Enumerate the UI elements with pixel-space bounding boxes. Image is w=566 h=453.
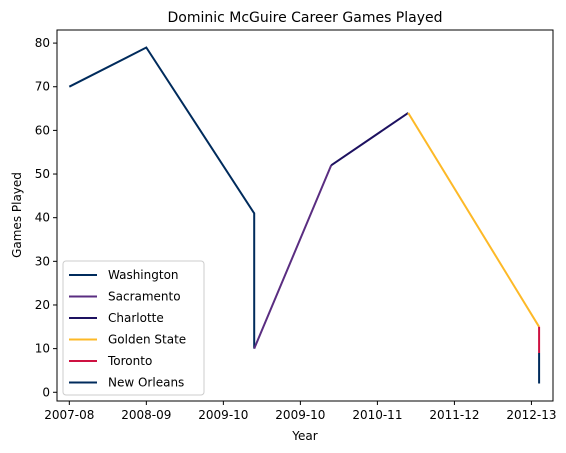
x-tick-label: 2011-12 [429,408,479,422]
legend-label: Charlotte [108,311,164,325]
legend-label: Toronto [107,354,152,368]
y-tick-label: 80 [35,36,50,50]
legend: Washington Sacramento Charlotte Golden Stat… [62,260,205,396]
y-axis: 0 10 20 30 40 50 60 70 80 [35,36,57,399]
x-tick-label: 2008-09 [121,408,171,422]
y-axis-label: Games Played [10,172,24,258]
y-tick-label: 10 [35,342,50,356]
x-tick-label: 2007-08 [44,408,94,422]
series-line-sacramento [253,164,333,349]
series-line-charlotte [330,112,409,167]
x-tick-label: 2009-10 [275,408,325,422]
plot-lines [68,46,541,384]
y-tick-label: 20 [35,298,50,312]
x-tick-label: 2012-13 [506,408,556,422]
x-axis-label: Year [291,429,317,443]
legend-label: Sacramento [108,290,181,304]
y-tick-label: 30 [35,254,50,268]
y-tick-label: 50 [35,167,50,181]
series-line-washington [68,46,256,349]
x-axis: 2007-08 2008-09 2009-10 2009-10 2010-11 2011-… [44,401,557,422]
y-tick-label: 70 [35,80,50,94]
legend-label: New Orleans [108,376,184,390]
legend-label: Washington [108,268,179,282]
chart-title: Dominic McGuire Career Games Played [167,10,442,26]
x-tick-label: 2010-11 [352,408,402,422]
plot-frame [56,29,554,402]
series-line-golden-state [407,112,540,328]
x-tick-label: 2009-10 [198,408,248,422]
legend-box [62,260,205,396]
y-tick-label: 40 [35,211,50,225]
legend-label: Golden State [108,333,186,347]
y-tick-label: 60 [35,123,50,137]
y-tick-label: 0 [42,385,50,399]
